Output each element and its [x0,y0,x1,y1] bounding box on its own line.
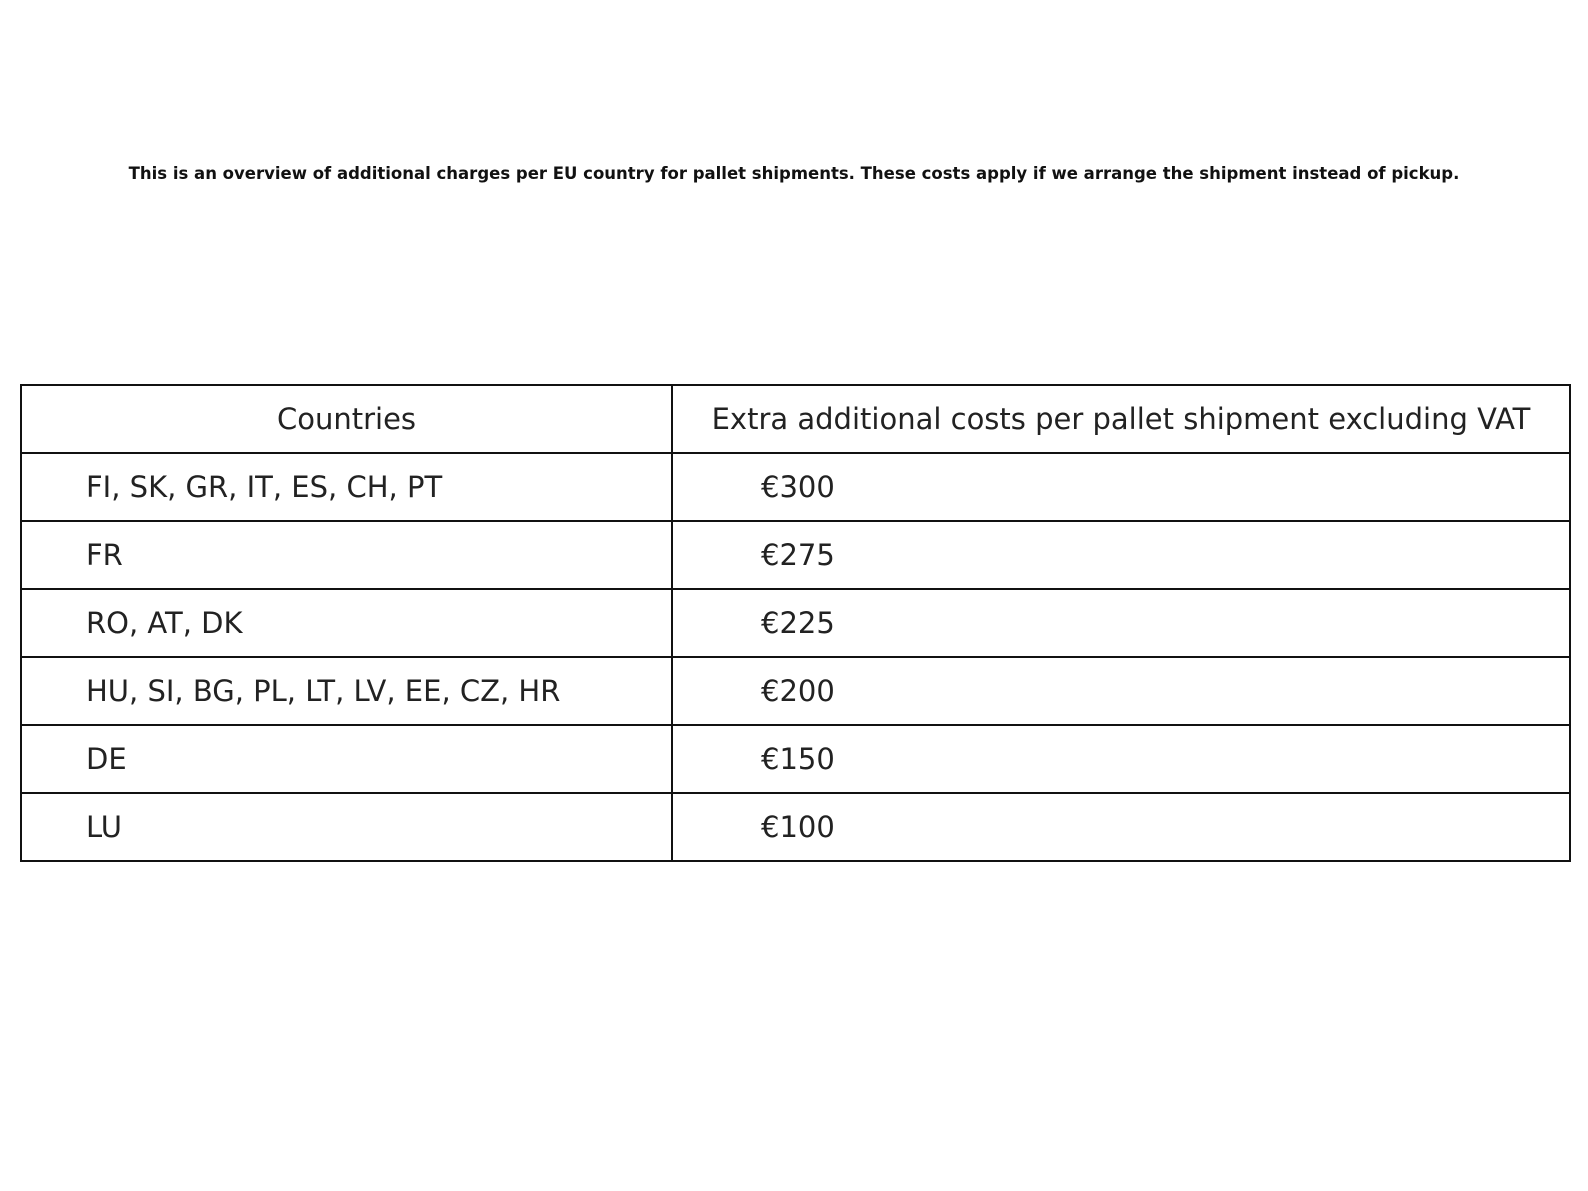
cost-cell: €275 [671,520,1571,590]
table-header-row: Countries Extra additional costs per pal… [20,384,1571,454]
header-cost: Extra additional costs per pallet shipme… [671,384,1571,454]
table-row: FR €275 [20,520,1571,590]
table-row: FI, SK, GR, IT, ES, CH, PT €300 [20,452,1571,522]
countries-cell: RO, AT, DK [20,588,673,658]
countries-cell: LU [20,792,673,862]
countries-cell: FR [20,520,673,590]
cost-cell: €225 [671,588,1571,658]
cost-cell: €150 [671,724,1571,794]
page-title: This is an overview of additional charge… [128,164,1460,183]
countries-cell: HU, SI, BG, PL, LT, LV, EE, CZ, HR [20,656,673,726]
table-row: DE €150 [20,724,1571,794]
cost-cell: €100 [671,792,1571,862]
countries-cell: FI, SK, GR, IT, ES, CH, PT [20,452,673,522]
cost-cell: €300 [671,452,1571,522]
cost-cell: €200 [671,656,1571,726]
table-row: LU €100 [20,792,1571,862]
table-row: RO, AT, DK €225 [20,588,1571,658]
charges-table: Countries Extra additional costs per pal… [20,384,1571,862]
countries-cell: DE [20,724,673,794]
table-row: HU, SI, BG, PL, LT, LV, EE, CZ, HR €200 [20,656,1571,726]
header-countries: Countries [20,384,673,454]
